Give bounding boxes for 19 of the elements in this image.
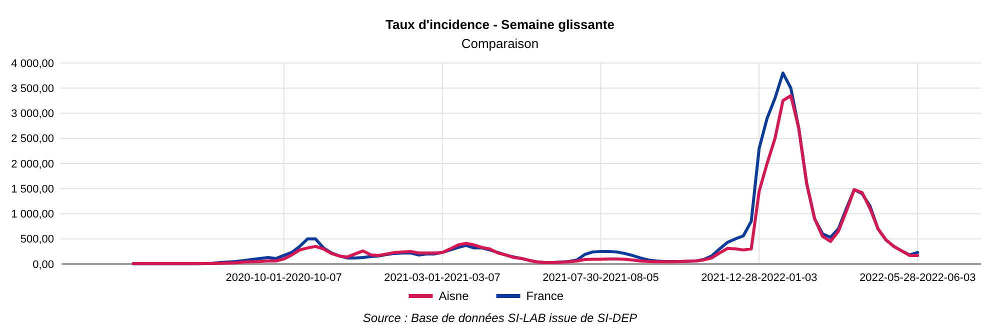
x-tick-label: 2021-07-30-2021-08-05	[542, 272, 659, 284]
x-tick-label: 2021-03-01-2021-03-07	[384, 272, 500, 284]
y-tick-label: 1 500,00	[11, 183, 54, 196]
y-tick-label: 3 000,00	[11, 108, 54, 120]
y-tick-label: 2 000,00	[11, 158, 54, 170]
x-tick-label: 2022-05-28-2022-06-03	[860, 272, 976, 284]
legend-label: France	[526, 289, 564, 304]
y-tick-label: 0,00	[32, 258, 54, 271]
y-tick-label: 1 000,00	[11, 208, 54, 221]
chart-subtitle: Comparaison	[461, 36, 539, 51]
x-tick-label: 2020-10-01-2020-10-07	[226, 272, 342, 284]
chart-title: Taux d'incidence - Semaine glissante	[386, 17, 614, 32]
y-tick-label: 2 500,00	[11, 133, 54, 146]
y-tick-label: 4 000,00	[11, 58, 54, 70]
x-tick-label: 2021-12-28-2022-01-03	[701, 272, 818, 284]
y-tick-label: 500,00	[20, 234, 54, 246]
y-tick-label: 3 500,00	[11, 82, 54, 95]
legend-label: Aisne	[438, 289, 470, 304]
source-note: Source : Base de données SI-LAB issue de SI-DEP	[362, 311, 638, 325]
